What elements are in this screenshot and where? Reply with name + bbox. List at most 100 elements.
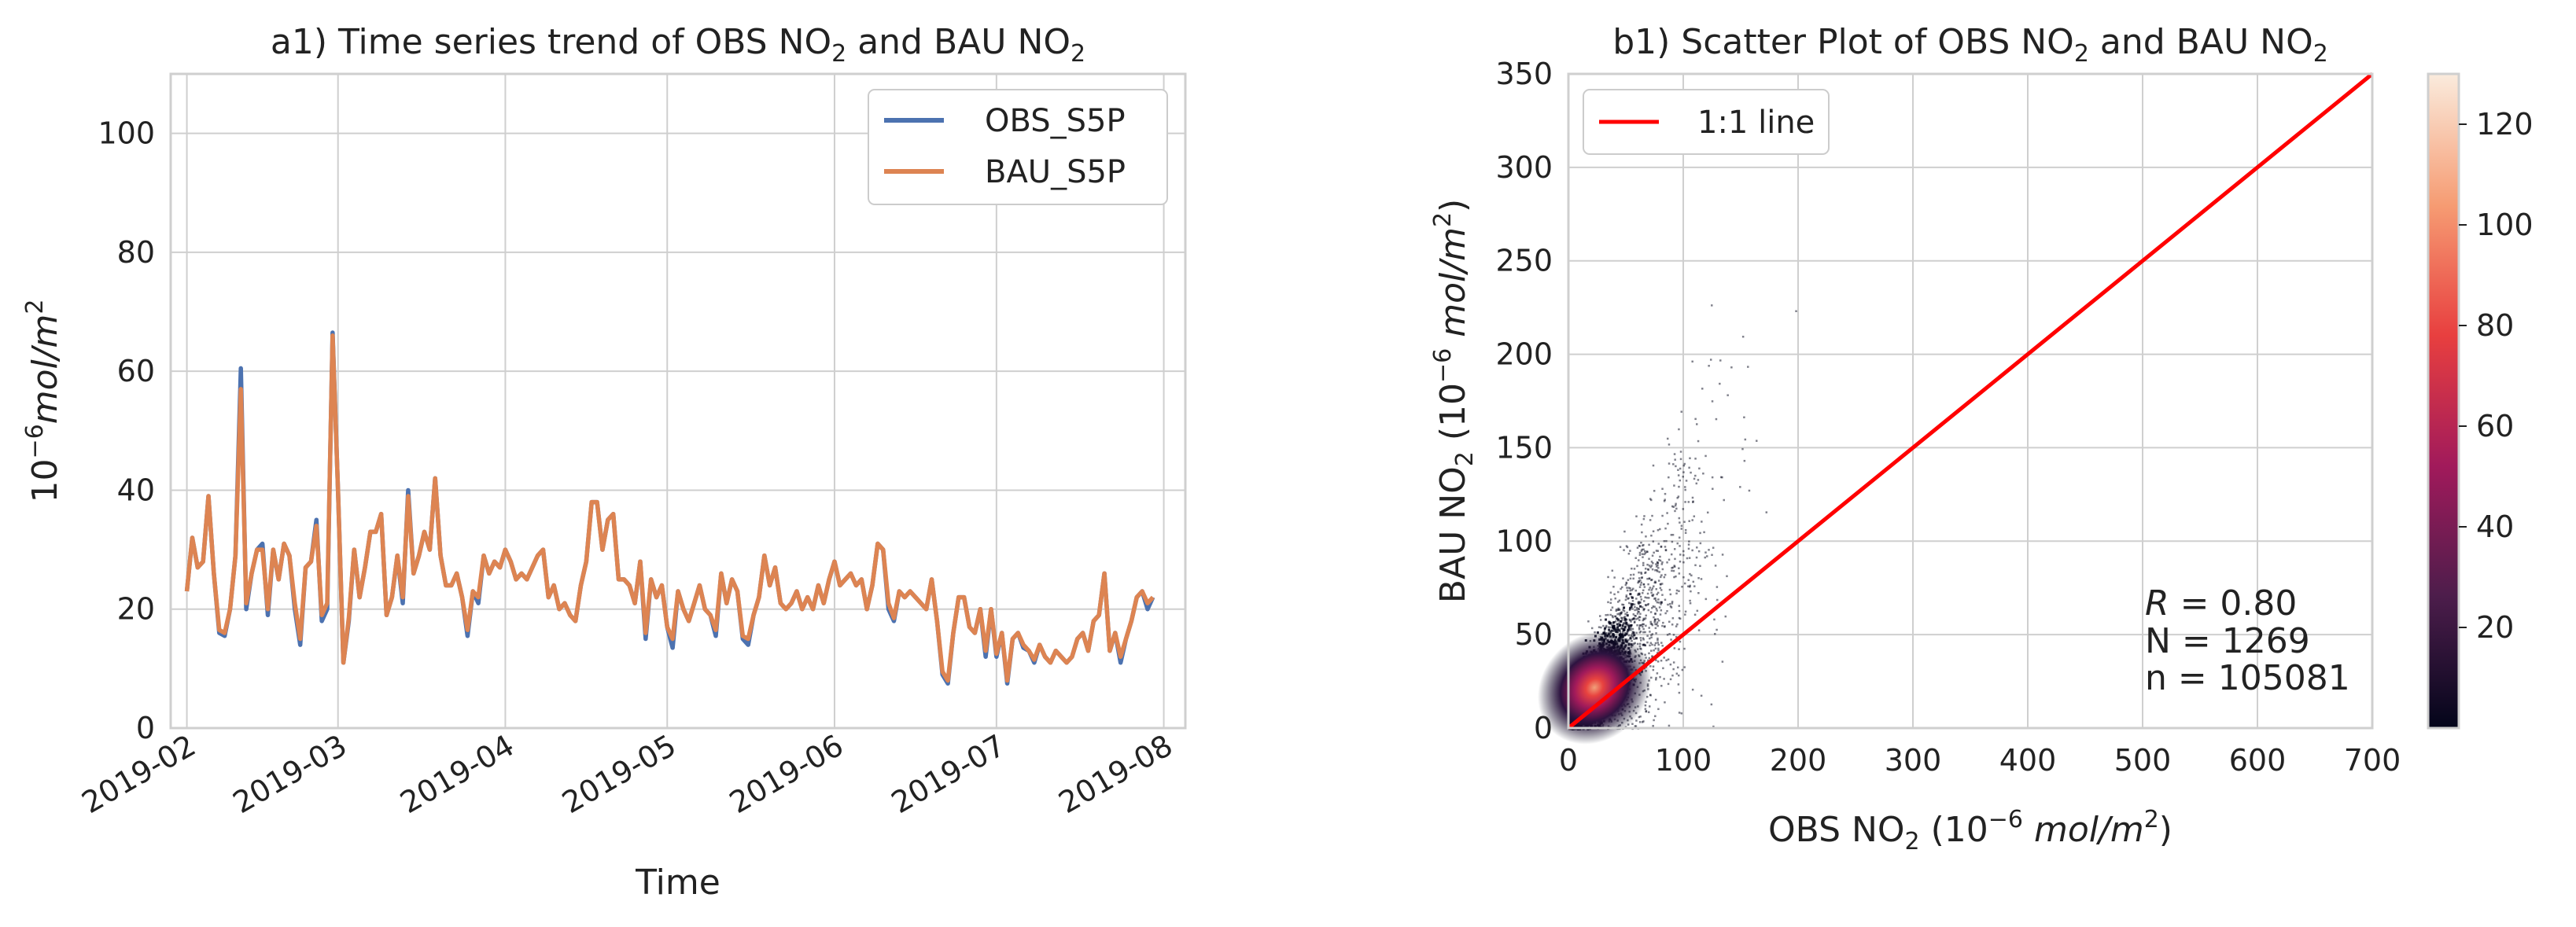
density-point — [1636, 565, 1638, 568]
density-point — [1721, 660, 1724, 663]
density-point — [1656, 609, 1658, 612]
density-point — [1675, 575, 1677, 578]
density-point — [1652, 668, 1655, 671]
x-tick-label: 2019-05 — [556, 728, 682, 820]
density-point — [1671, 674, 1674, 677]
density-point — [1682, 576, 1685, 579]
density-point — [1655, 676, 1657, 679]
density-point — [1641, 548, 1643, 551]
density-point — [1674, 509, 1676, 513]
density-point — [1679, 521, 1681, 524]
density-point — [1689, 586, 1691, 588]
density-point — [1621, 624, 1624, 626]
density-point — [1662, 667, 1664, 670]
density-point — [1678, 609, 1681, 612]
density-point — [1670, 553, 1673, 556]
density-point — [1700, 694, 1703, 697]
density-point — [1706, 555, 1708, 557]
density-point — [1678, 572, 1681, 575]
density-point — [1657, 708, 1660, 711]
density-point — [1656, 601, 1659, 604]
density-point — [1657, 529, 1660, 532]
density-point — [1712, 487, 1714, 491]
density-point — [1657, 647, 1660, 650]
density-point — [1639, 715, 1642, 718]
density-point — [1702, 473, 1704, 475]
density-point — [1636, 642, 1639, 646]
y-tick-label: 80 — [117, 235, 155, 270]
density-point — [1726, 575, 1728, 578]
density-point — [1682, 508, 1685, 510]
density-point — [1642, 548, 1645, 551]
y-tick-label: 350 — [1495, 57, 1553, 91]
density-point — [1635, 631, 1638, 635]
density-point — [1664, 612, 1667, 615]
density-point — [1706, 511, 1709, 514]
density-point — [1719, 382, 1721, 385]
density-point — [1648, 577, 1651, 580]
density-point — [1691, 688, 1694, 691]
chart-b-legend: 1:1 line — [1583, 89, 1830, 155]
density-point — [1673, 484, 1675, 487]
density-point — [1632, 573, 1635, 576]
density-point — [1639, 579, 1642, 582]
density-point — [1724, 615, 1727, 618]
density-point — [1661, 568, 1664, 571]
density-point — [1650, 565, 1653, 567]
density-point — [1676, 666, 1679, 669]
density-point — [1590, 627, 1594, 630]
density-point — [1659, 675, 1661, 679]
density-point — [1624, 612, 1627, 616]
colorbar-tick-label: 60 — [2476, 409, 2514, 443]
density-point — [1614, 597, 1616, 600]
density-point — [1660, 583, 1664, 585]
density-point — [1765, 511, 1768, 513]
density-point — [1682, 471, 1685, 473]
chart-a-y-axis-label: 10−6mol/m2 — [21, 299, 65, 502]
density-point — [1711, 400, 1714, 403]
density-point — [1647, 583, 1649, 586]
density-point — [1668, 443, 1671, 446]
density-point — [1660, 546, 1663, 548]
density-point — [1649, 642, 1653, 645]
density-point — [1637, 601, 1640, 604]
density-point — [1678, 648, 1680, 650]
density-point — [1652, 562, 1654, 565]
x-tick-label: 2019-07 — [886, 728, 1012, 820]
density-point — [1747, 366, 1749, 368]
density-point — [1653, 649, 1655, 652]
density-point — [1640, 571, 1642, 574]
density-point — [1671, 617, 1675, 620]
density-point — [1654, 647, 1657, 650]
density-point — [1623, 626, 1627, 629]
density-point — [1679, 479, 1682, 482]
density-point — [1638, 645, 1642, 648]
density-point — [1634, 725, 1637, 727]
chart-b-title: b1) Scatter Plot of OBS NO2 and BAU NO2 — [1612, 22, 2328, 68]
density-point — [1694, 418, 1697, 421]
density-point — [1653, 620, 1657, 622]
density-point — [1621, 624, 1624, 627]
density-point — [1673, 453, 1676, 455]
density-point — [1714, 565, 1717, 567]
x-tick-label: 500 — [2114, 743, 2172, 778]
density-point — [1613, 628, 1616, 631]
chart-a-y-tick-labels: 0 20 40 60 80 100 — [98, 116, 155, 745]
density-point — [1609, 626, 1612, 629]
density-point — [1679, 467, 1682, 470]
density-point — [1639, 583, 1642, 587]
density-point — [1645, 614, 1647, 617]
density-point — [1650, 561, 1653, 563]
density-point — [1642, 619, 1644, 622]
density-point — [1664, 549, 1668, 551]
density-point — [1739, 486, 1741, 488]
density-point — [1687, 501, 1690, 503]
density-point — [1656, 672, 1659, 675]
density-point — [1648, 588, 1650, 591]
density-point — [1743, 459, 1746, 462]
density-point — [1687, 547, 1690, 550]
density-point — [1631, 723, 1634, 725]
density-point — [1638, 554, 1642, 557]
density-point — [1697, 550, 1701, 553]
density-point — [1626, 546, 1629, 549]
